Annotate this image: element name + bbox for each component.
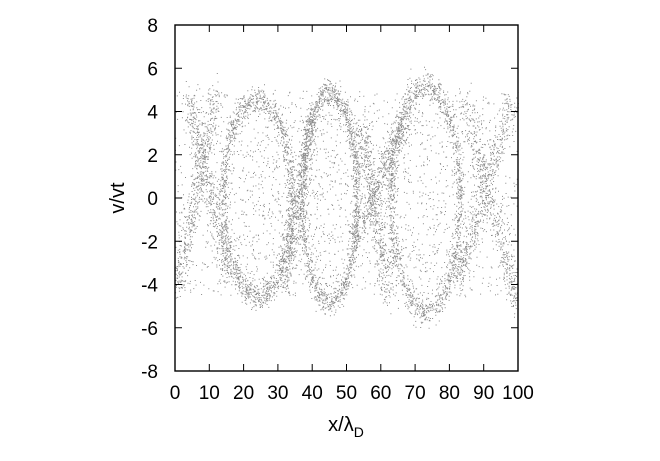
scatter-points [175,66,519,329]
y-axis-label: v/vt [107,182,129,214]
x-tick-label: 100 [502,383,534,404]
y-tick-label: -6 [141,319,158,340]
plot-frame [174,24,519,372]
y-tick-label: 8 [147,16,158,37]
x-tick-label: 60 [370,383,391,404]
x-axis-label-subscript: D [354,424,364,440]
x-tick-label: 30 [267,383,288,404]
x-tick-label: 80 [439,383,460,404]
data-points [175,66,519,329]
x-tick-label: 40 [302,383,323,404]
x-tick-label: 90 [473,383,494,404]
x-axis-label: x/λD [328,414,364,440]
axis-ticks [174,24,519,372]
x-axis-label-main: x/λ [328,414,354,436]
x-tick-label: 20 [233,383,254,404]
x-tick-labels: 0 10 20 30 40 50 60 70 80 90 100 [170,383,534,404]
y-tick-label: 4 [147,103,158,124]
x-tick-label: 0 [170,383,181,404]
y-tick-label: 2 [147,146,158,167]
x-tick-label: 10 [199,383,220,404]
y-tick-label: -2 [141,232,158,253]
y-tick-label: 0 [147,189,158,210]
y-tick-label: -4 [141,276,158,297]
y-tick-labels: -8 -6 -4 -2 0 2 4 6 8 [141,16,158,383]
y-tick-label: -8 [141,362,158,383]
x-tick-label: 70 [405,383,426,404]
x-tick-label: 50 [336,383,357,404]
y-tick-label: 6 [147,59,158,80]
